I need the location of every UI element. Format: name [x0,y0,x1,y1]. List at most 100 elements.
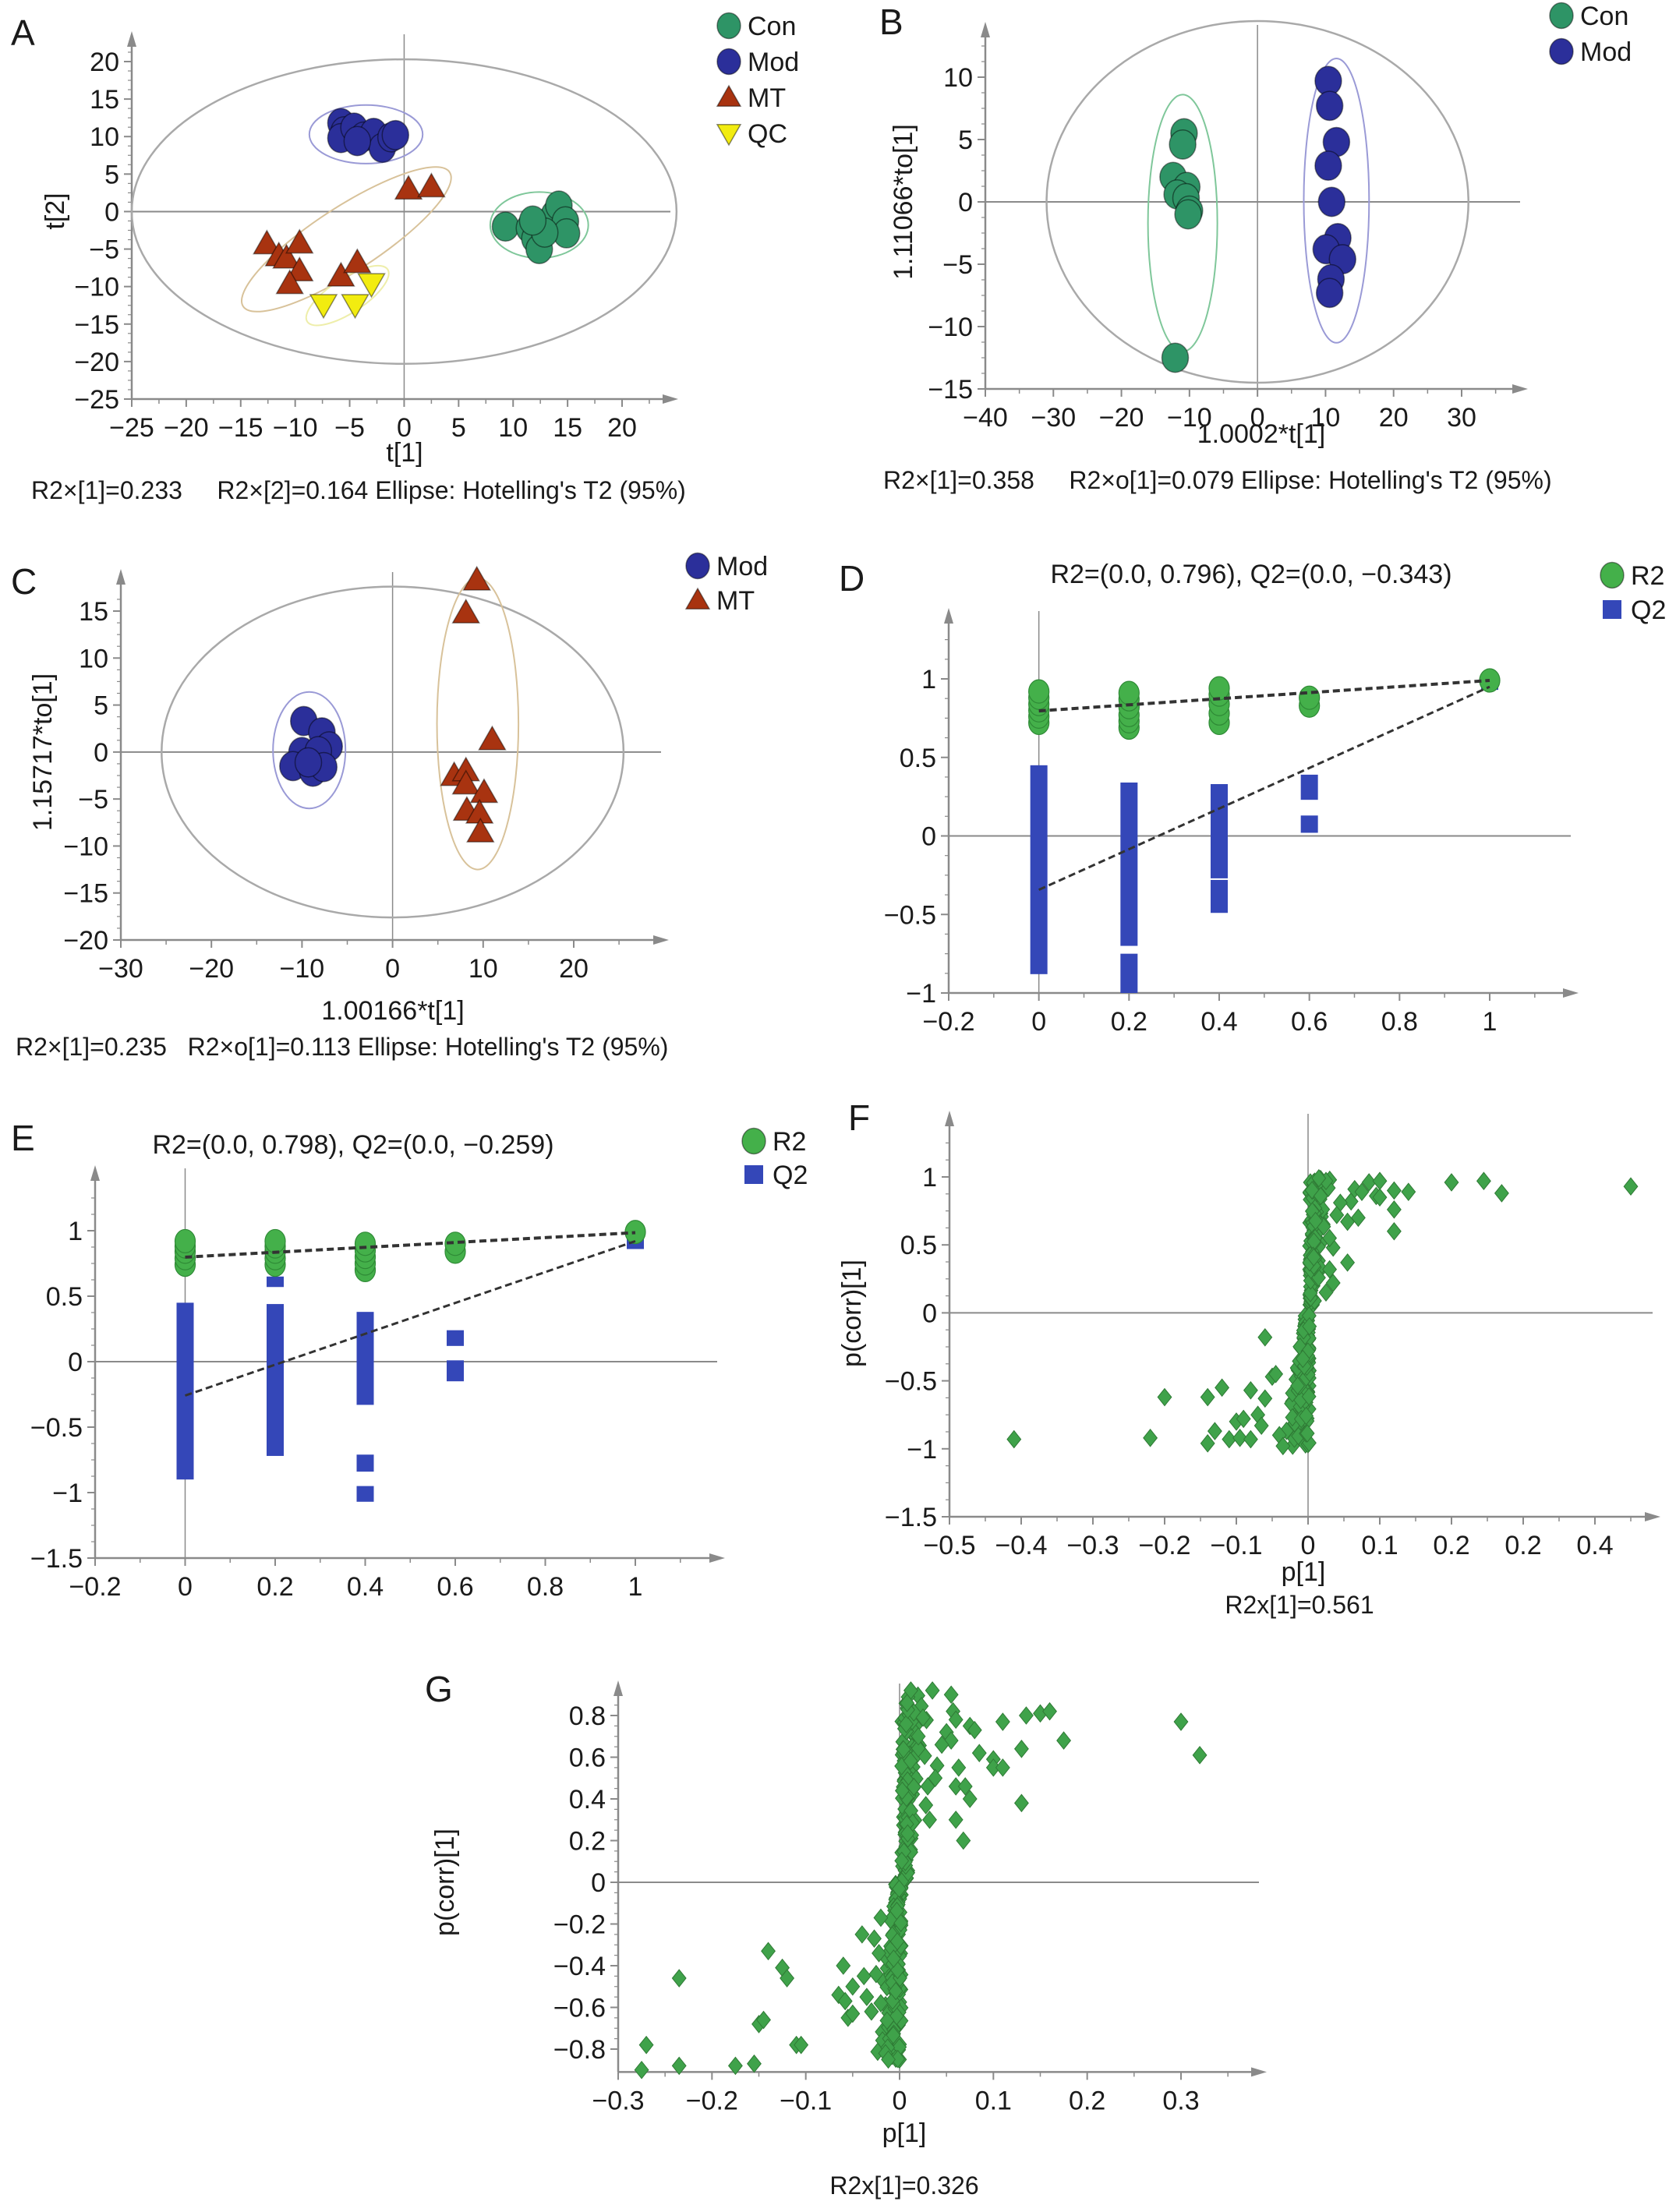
legend-label: Q2 [1631,595,1666,625]
q2-bar [1300,774,1318,800]
loading-point [1013,1739,1029,1758]
y-tick-label: 10 [79,644,108,673]
y-tick-label: −10 [928,313,973,342]
legend-marker-mod [716,48,741,76]
panel-a: −25 −20 −15 −10 −5 0 5 10 15 20 20 15 10 5 0 −5 −10 −15 −2… [11,12,799,504]
loading-points [1006,1168,1639,1456]
legend: Con Mod MT QC [716,12,799,149]
loading-point [867,1929,882,1949]
loading-point [1354,1182,1370,1201]
legend-item: Q2 [744,1161,808,1190]
loading-point [886,1949,901,1968]
series-con [1159,118,1204,373]
point-mod [1315,90,1344,122]
y-tick-label: −5 [942,250,973,280]
loading-point [948,1810,964,1829]
y-tick-label: −0.8 [553,2035,606,2065]
x-axis-arrow [1563,988,1579,998]
point-qc [341,294,369,320]
x-tick-label: −0.5 [923,1531,975,1560]
caption: R2x[1]=0.561 [1225,1591,1374,1619]
x-tick-label: 0.2 [1111,1007,1147,1037]
y-axis-arrow [127,31,136,47]
loading-point [951,1758,967,1777]
point-mt [417,172,446,198]
point-con [491,211,520,242]
x-tick-label: 0.8 [527,1572,564,1602]
x-tick-label: 30 [1447,403,1476,433]
loading-point [899,1715,914,1733]
y-axis-arrow [116,569,126,585]
point-mt [451,598,481,624]
y-tick-label: 5 [94,691,108,721]
loading-point [1222,1429,1237,1449]
legend-label: QC [748,119,787,149]
ellipse-hotelling [1045,19,1469,384]
y-tick-label: −10 [74,273,119,302]
loading-point [756,2010,771,2030]
loading-point [879,2011,895,2030]
x-tick-label: 0 [1250,403,1265,433]
panel-e: −0.2 0 0.2 0.4 0.6 0.8 1 1 0.5 0 −0.5 −1 −1.5 E R2=(0.… [11,1118,808,1602]
loading-point [971,1744,987,1762]
x-tick-label: −20 [189,954,234,984]
y-tick-label: 0 [94,738,108,768]
legend-item: Mod [685,552,768,581]
r2-point [1208,676,1230,701]
x-tick-label: −20 [164,413,209,443]
loading-point [925,1681,940,1700]
legend-item: Con [716,12,796,41]
x-tick-label: 0.3 [1162,2086,1199,2115]
point-mod [343,125,372,157]
legend-label: Con [1580,2,1628,31]
loading-point [1006,1429,1022,1449]
ellipse-mod [308,104,424,164]
q2-bar [176,1302,194,1480]
loading-point [1401,1182,1416,1201]
x-tick-label: −30 [1031,403,1076,433]
series-con [491,190,581,265]
loading-point [1042,1701,1057,1721]
q2-bar [267,1304,284,1456]
x-tick-label: 0.1 [975,2086,1012,2115]
y-tick-label: 0 [922,1299,937,1328]
x-tick-label: 0.6 [437,1572,473,1602]
loading-point [890,2049,906,2069]
legend-marker-q2 [1603,600,1621,619]
loading-point [1290,1376,1306,1395]
y-tick-label: −0.6 [553,1994,606,2023]
regression-line-r2 [185,1231,636,1259]
loading-point [761,1942,776,1961]
panel-label: B [879,2,903,42]
y-tick-label: 0.8 [569,1701,606,1731]
x-tick-label: −0.2 [1138,1531,1190,1560]
loading-point [671,1969,687,1988]
y-tick-label: −0.5 [30,1413,83,1443]
loading-point [906,1777,921,1797]
legend-marker-con [1549,2,1574,30]
x-axis-title: 1.00166*t[1] [321,996,464,1026]
loading-point [1372,1188,1388,1207]
panel-c: −30 −20 −10 0 10 20151050−5−10−15−20C1.00166*… [11,552,768,1061]
loading-point [794,2035,809,2055]
x-tick-label: 20 [607,413,637,443]
x-tick-label: −15 [218,413,263,443]
point-mod [1314,150,1342,182]
x-axis-arrow [653,935,669,945]
loading-point [1386,1181,1402,1200]
loading-point [1056,1731,1072,1750]
loading-point [854,1925,870,1944]
y-axis-arrow [90,1165,100,1181]
loading-point [1299,1424,1315,1443]
q2-bar [356,1454,374,1472]
y-tick-label: 5 [958,125,973,155]
x-axis-arrow [709,1553,725,1563]
loading-point [948,1710,964,1730]
x-tick-label: 10 [1311,403,1341,433]
q2-bar [1030,765,1048,974]
point-mt [253,229,281,255]
legend-marker-r2 [1600,561,1625,589]
y-tick-label: 0.2 [569,1827,606,1857]
x-tick-label: 0 [893,2086,907,2115]
point-mt [275,269,304,295]
